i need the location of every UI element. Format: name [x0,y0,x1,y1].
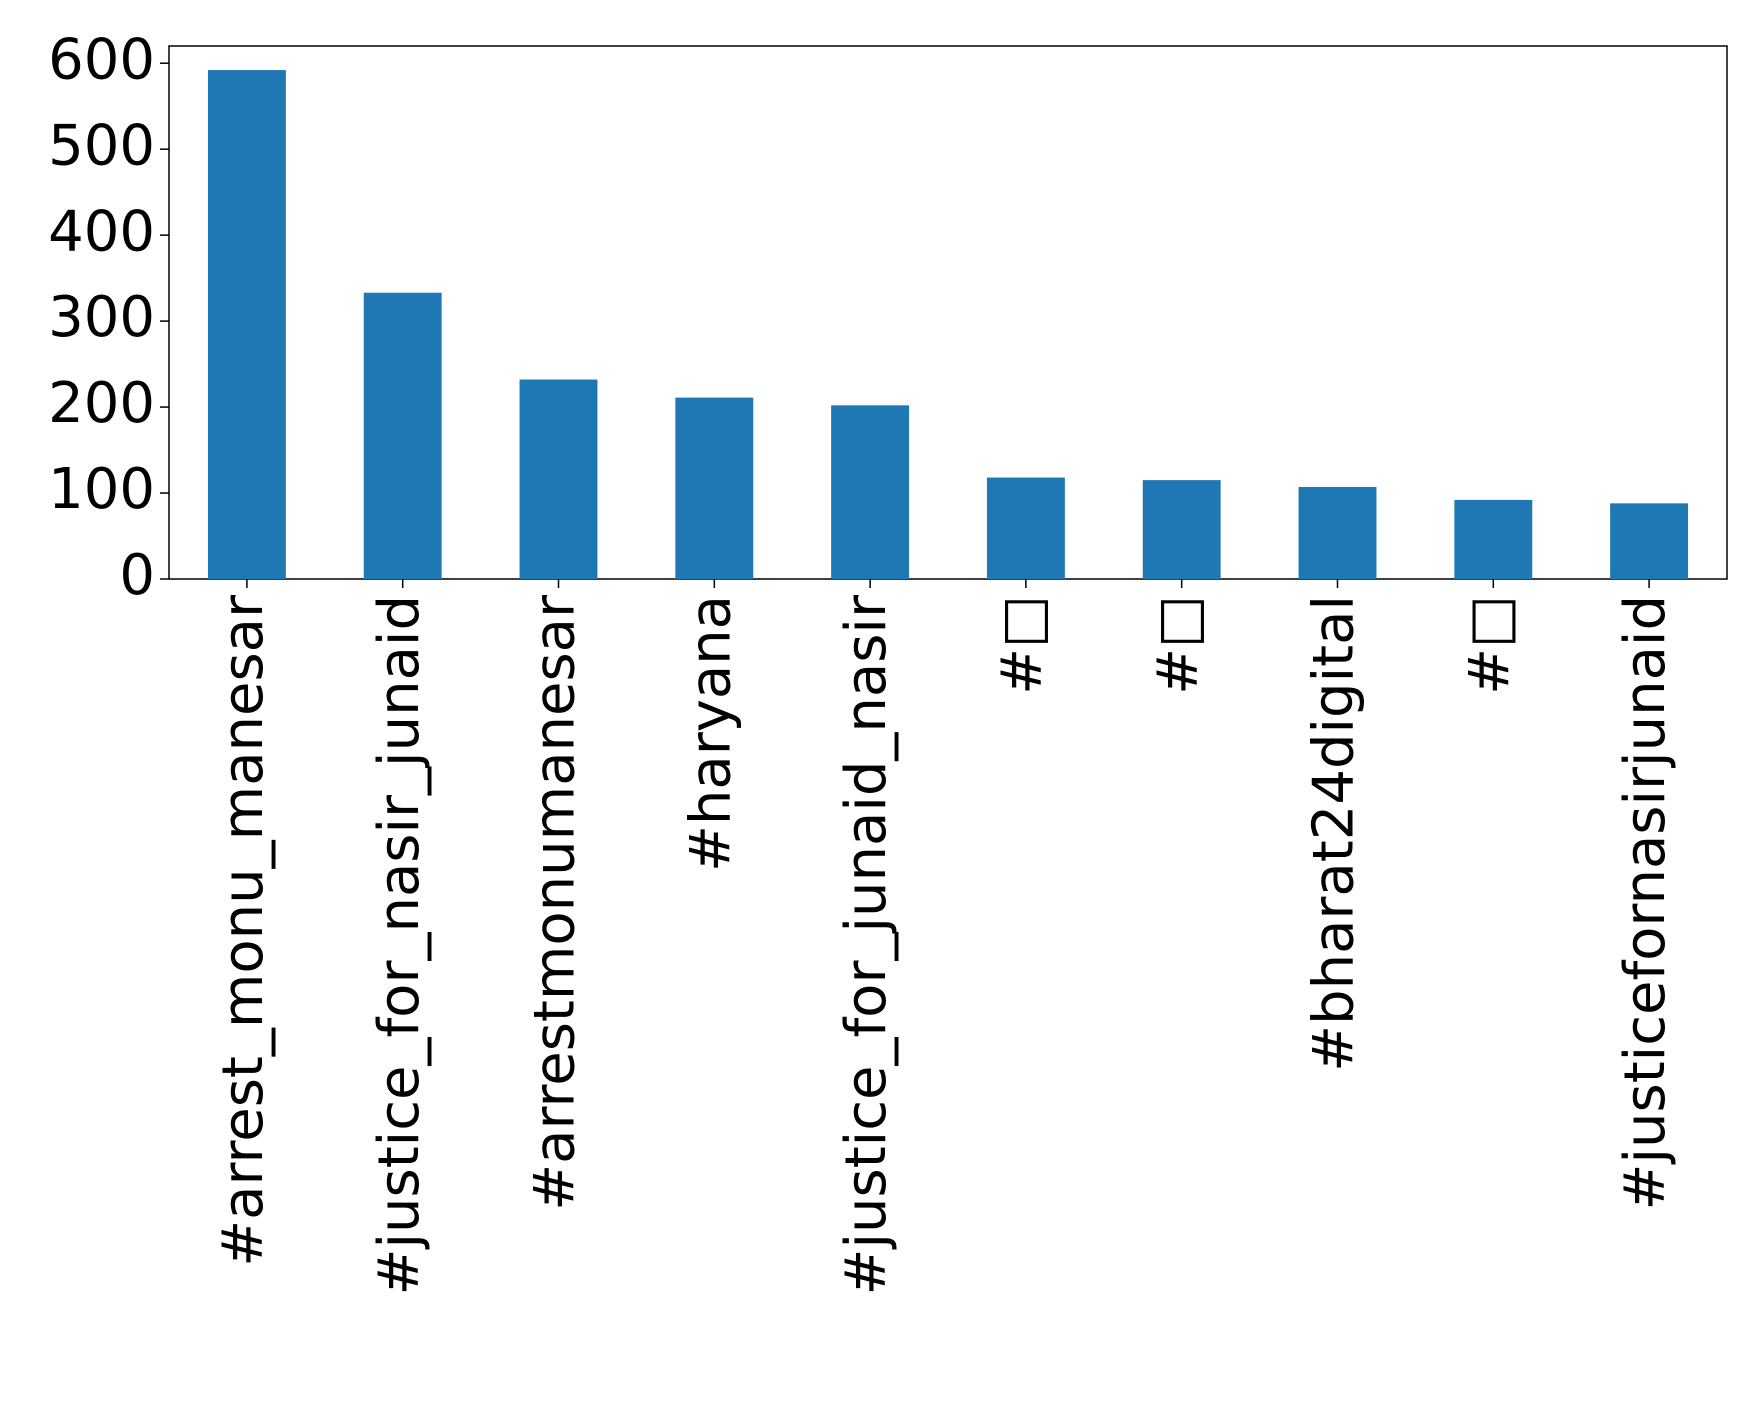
y-tick-label: 200 [48,371,155,436]
bar [986,477,1065,579]
y-tick-label: 400 [48,199,155,264]
bar [1454,499,1533,579]
y-tick-label: 0 [119,543,155,608]
axes-frame [168,45,1728,580]
bar [519,379,598,579]
y-tick-label: 100 [48,457,155,522]
x-tick-label: #□ [1146,595,1211,695]
bar [1610,503,1689,579]
x-tick-label: #arrestmonumanesar [523,594,588,1211]
y-tick-label: 300 [48,285,155,350]
bar [207,70,286,579]
x-tick-label: #arrest_monu_manesar [211,594,276,1267]
x-tick-label: #□ [1457,595,1522,695]
y-tick-label: 600 [48,27,155,92]
x-tick-label: #justice_for_junaid_nasir [834,594,899,1295]
y-tick-label: 500 [48,113,155,178]
x-tick-label: #justice_for_nasir_junaid [367,595,432,1295]
bar [1298,487,1377,579]
x-tick-label: #justicefornasirjunaid [1613,595,1678,1210]
x-tick-label: #□ [990,595,1055,695]
bar [675,397,754,579]
bar [1142,480,1221,579]
bar [363,292,442,579]
x-tick-label: #bharat24digital [1302,595,1367,1072]
x-tick-label: #haryana [678,595,743,872]
bar [831,405,910,579]
